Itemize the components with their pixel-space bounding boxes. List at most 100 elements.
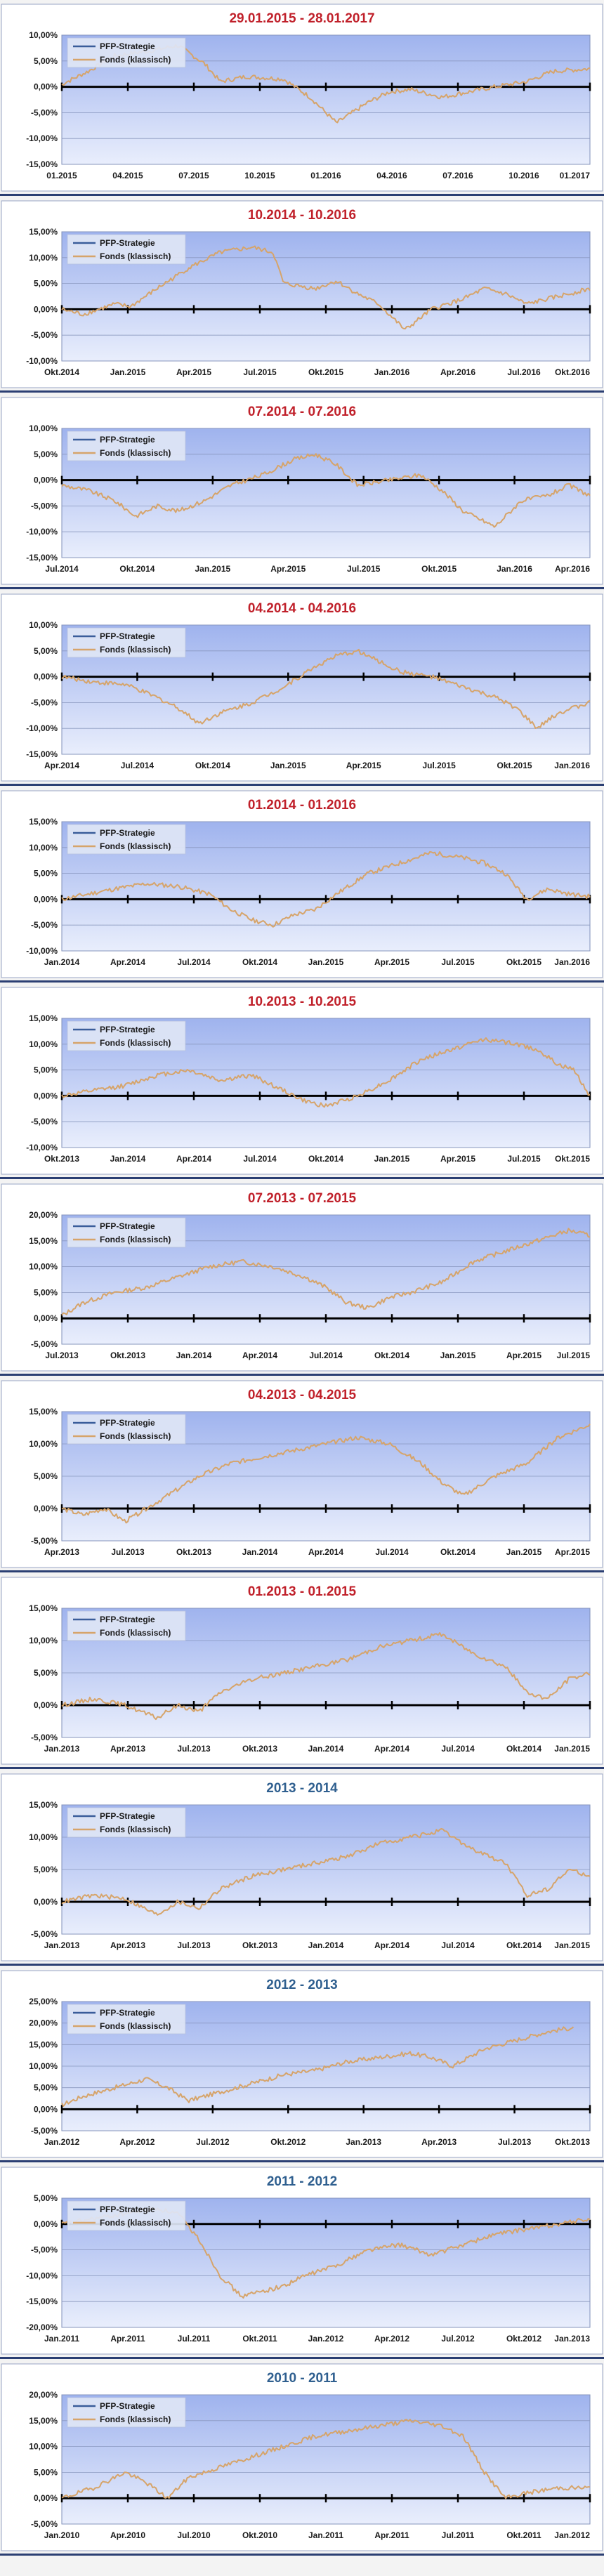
panel-separator	[0, 2554, 604, 2556]
legend-label-pfp: PFP-Strategie	[100, 2008, 155, 2018]
legend-label-pfp: PFP-Strategie	[100, 631, 155, 641]
y-tick-label: 10,00%	[29, 1832, 58, 1842]
series-line-fonds	[61, 1424, 591, 1524]
y-tick-label: 0,00%	[34, 2219, 58, 2229]
y-tick-label: -5,00%	[31, 2519, 58, 2529]
y-tick-label: -5,00%	[31, 2126, 58, 2136]
x-tick-label: Apr.2014	[374, 1940, 409, 1950]
y-tick-label: -5,00%	[31, 107, 58, 117]
series-line-fonds	[61, 453, 591, 528]
x-tick-label: 07.2015	[178, 171, 209, 180]
x-tick-label: Jan.2011	[44, 2334, 79, 2344]
x-tick-label: Jul.2014	[375, 1547, 409, 1557]
x-tick-label: Okt.2014	[242, 957, 277, 967]
x-tick-label: Okt.2014	[308, 1154, 343, 1164]
x-tick-label: Okt.2014	[440, 1547, 475, 1557]
y-tick-label: 15,00%	[29, 817, 58, 827]
y-tick-label: 20,00%	[29, 2018, 58, 2028]
legend-label-fonds: Fonds (klassisch)	[100, 841, 171, 851]
legend-label-pfp: PFP-Strategie	[100, 1811, 155, 1821]
x-tick-label: Jul.2012	[441, 2334, 475, 2344]
x-tick-label: Jul.2014	[45, 564, 79, 574]
x-tick-label: Jul.2014	[177, 957, 211, 967]
x-tick-label: 10.2015	[244, 171, 275, 180]
plot-area	[61, 2197, 591, 2328]
y-tick-label: 10,00%	[29, 423, 58, 433]
x-tick-label: Okt.2015	[497, 761, 532, 770]
y-tick-label: 5,00%	[34, 1668, 58, 1678]
y-tick-label: 5,00%	[34, 1065, 58, 1075]
x-tick-label: Jan.2013	[346, 2137, 381, 2147]
x-tick-label: Okt.2013	[555, 2137, 590, 2147]
y-tick-label: 5,00%	[34, 869, 58, 879]
y-tick-label: 10,00%	[29, 2442, 58, 2452]
y-tick-label: 0,00%	[34, 894, 58, 904]
y-tick-label: -5,00%	[31, 920, 58, 930]
x-tick-label: Jan.2014	[242, 1547, 278, 1557]
legend-box	[67, 37, 186, 68]
x-tick-label: Jan.2012	[308, 2334, 344, 2344]
y-tick-label: -5,00%	[31, 2245, 58, 2255]
x-tick-label: 07.2016	[442, 171, 473, 180]
chart-panel: 10.2013 - 10.2015 15,00% 10,00% 5,00% 0,00% -…	[0, 987, 604, 1179]
x-tick-label: Okt.2013	[242, 1940, 277, 1950]
panel-separator	[0, 390, 604, 393]
x-tick-label: Jan.2014	[308, 1744, 344, 1754]
x-tick-label: Jan.2011	[308, 2530, 343, 2540]
x-tick-label: Jan.2014	[44, 957, 80, 967]
x-tick-label: Apr.2014	[308, 1547, 343, 1557]
x-tick-label: Apr.2012	[374, 2334, 409, 2344]
y-tick-label: -5,00%	[31, 1929, 58, 1939]
chart-panel: 01.2013 - 01.2015 15,00% 10,00% 5,00% 0,00% -…	[0, 1577, 604, 1769]
x-tick-label: Okt.2012	[270, 2137, 306, 2147]
series-line-fonds	[61, 648, 591, 729]
y-tick-label: -5,00%	[31, 330, 58, 340]
legend-label-fonds: Fonds (klassisch)	[100, 1628, 171, 1638]
legend-box	[67, 1807, 186, 1838]
y-tick-label: -5,00%	[31, 501, 58, 511]
y-tick-label: 20,00%	[29, 1210, 58, 1220]
y-tick-label: -15,00%	[26, 2296, 58, 2306]
x-tick-label: Okt.2013	[242, 1744, 277, 1754]
x-tick-label: Jul.2015	[422, 761, 456, 770]
chart-title: 01.2014 - 01.2016	[248, 798, 356, 813]
x-tick-label: Jan.2013	[44, 1940, 80, 1950]
x-tick-label: Jul.2013	[111, 1547, 145, 1557]
legend-box	[67, 234, 186, 265]
x-tick-label: Apr.2016	[440, 367, 475, 377]
y-tick-label: 0,00%	[34, 2493, 58, 2503]
y-tick-label: 0,00%	[34, 1897, 58, 1907]
x-tick-label: Okt.2014	[506, 1744, 541, 1754]
x-tick-label: Okt.2015	[555, 1154, 590, 1164]
legend-label-fonds: Fonds (klassisch)	[100, 1431, 171, 1441]
chart-panel: 01.2014 - 01.2016 15,00% 10,00% 5,00% 0,00% -…	[0, 790, 604, 983]
y-tick-label: -15,00%	[26, 553, 58, 563]
y-tick-label: 15,00%	[29, 1013, 58, 1023]
x-tick-label: Okt.2014	[195, 761, 230, 770]
x-tick-label: Jan.2015	[270, 761, 306, 770]
y-tick-label: 0,00%	[34, 82, 58, 92]
legend-label-pfp: PFP-Strategie	[100, 238, 155, 248]
x-tick-label: Jul.2015	[243, 367, 277, 377]
x-tick-label: Jan.2013	[554, 2334, 590, 2344]
y-tick-label: 0,00%	[34, 304, 58, 314]
x-tick-label: Apr.2015	[346, 761, 381, 770]
x-tick-label: 01.2016	[310, 171, 341, 180]
x-tick-label: Jul.2015	[557, 1351, 591, 1360]
y-tick-label: 5,00%	[34, 646, 58, 656]
y-tick-label: 0,00%	[34, 1700, 58, 1710]
chart-title: 04.2013 - 04.2015	[248, 1388, 357, 1402]
x-tick-label: Jan.2014	[176, 1351, 212, 1360]
x-tick-label: Jul.2014	[243, 1154, 277, 1164]
legend-label-pfp: PFP-Strategie	[100, 828, 155, 838]
x-tick-label: Apr.2014	[176, 1154, 211, 1164]
x-tick-label: Okt.2014	[374, 1351, 409, 1360]
y-tick-label: -10,00%	[26, 356, 58, 366]
y-tick-label: 10,00%	[29, 843, 58, 853]
chart-title: 2010 - 2011	[267, 2371, 338, 2386]
x-tick-label: Jul.2013	[177, 1744, 211, 1754]
x-tick-label: Jan.2015	[506, 1547, 542, 1557]
x-tick-label: 04.2016	[376, 171, 407, 180]
x-tick-label: Jan.2012	[554, 2530, 590, 2540]
legend-label-pfp: PFP-Strategie	[100, 1418, 155, 1428]
